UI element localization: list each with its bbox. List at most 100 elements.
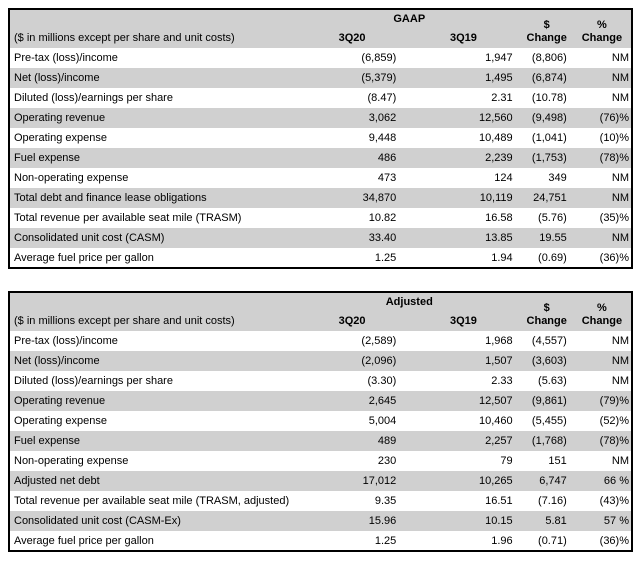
gaap-table-title: GAAP bbox=[297, 9, 521, 26]
row-label: Operating revenue bbox=[9, 391, 298, 411]
dollar-change-label: Change bbox=[526, 315, 567, 327]
row-label: Net (loss)/income bbox=[9, 68, 298, 88]
units-note: ($ in millions except per share and unit… bbox=[9, 26, 298, 48]
value-3q20: 3,062 bbox=[297, 108, 407, 128]
value-3q19: 2,257 bbox=[406, 431, 521, 451]
value-percent-change: (36)% bbox=[572, 248, 632, 268]
value-3q19: 10,119 bbox=[406, 188, 521, 208]
value-3q19: 10.15 bbox=[406, 511, 521, 531]
value-3q19: 12,507 bbox=[406, 391, 521, 411]
value-3q20: 34,870 bbox=[297, 188, 407, 208]
value-dollar-change: 151 bbox=[520, 451, 573, 471]
header-spacer bbox=[9, 292, 298, 309]
value-percent-change: 66 % bbox=[572, 471, 632, 491]
value-dollar-change: (7.16) bbox=[520, 491, 573, 511]
value-percent-change: (78)% bbox=[572, 431, 632, 451]
table-row: Pre-tax (loss)/income (2,589) 1,968 (4,5… bbox=[9, 331, 632, 351]
adjusted-table-title: Adjusted bbox=[297, 292, 521, 309]
value-dollar-change: (4,557) bbox=[520, 331, 573, 351]
percent-change-header: % Change bbox=[572, 9, 632, 48]
value-percent-change: NM bbox=[572, 451, 632, 471]
table-row: Diluted (loss)/earnings per share (3.30)… bbox=[9, 371, 632, 391]
value-3q19: 1,947 bbox=[406, 48, 521, 68]
percent-change-label: Change bbox=[581, 32, 623, 44]
value-dollar-change: (0.71) bbox=[520, 531, 573, 551]
value-dollar-change: (5.76) bbox=[520, 208, 573, 228]
row-label: Diluted (loss)/earnings per share bbox=[9, 88, 298, 108]
table-row: Consolidated unit cost (CASM) 33.40 13.8… bbox=[9, 228, 632, 248]
value-percent-change: 57 % bbox=[572, 511, 632, 531]
value-3q19: 10,489 bbox=[406, 128, 521, 148]
value-3q19: 2.31 bbox=[406, 88, 521, 108]
value-percent-change: NM bbox=[572, 168, 632, 188]
table-row: Total revenue per available seat mile (T… bbox=[9, 208, 632, 228]
value-dollar-change: 24,751 bbox=[520, 188, 573, 208]
value-3q19: 1,495 bbox=[406, 68, 521, 88]
value-3q20: 2,645 bbox=[297, 391, 407, 411]
value-percent-change: NM bbox=[572, 88, 632, 108]
adjusted-table: Adjusted $ Change % Change ($ in million… bbox=[8, 291, 633, 552]
value-dollar-change: (1,041) bbox=[520, 128, 573, 148]
row-label: Total revenue per available seat mile (T… bbox=[9, 491, 298, 511]
value-dollar-change: (9,861) bbox=[520, 391, 573, 411]
value-3q20: (2,096) bbox=[297, 351, 407, 371]
value-3q19: 16.58 bbox=[406, 208, 521, 228]
value-3q19: 16.51 bbox=[406, 491, 521, 511]
dollar-change-header: $ Change bbox=[520, 292, 573, 331]
value-3q19: 124 bbox=[406, 168, 521, 188]
value-3q19: 2,239 bbox=[406, 148, 521, 168]
row-label: Diluted (loss)/earnings per share bbox=[9, 371, 298, 391]
units-note: ($ in millions except per share and unit… bbox=[9, 309, 298, 331]
row-label: Pre-tax (loss)/income bbox=[9, 48, 298, 68]
value-3q20: 486 bbox=[297, 148, 407, 168]
table-row: Total revenue per available seat mile (T… bbox=[9, 491, 632, 511]
value-percent-change: NM bbox=[572, 331, 632, 351]
table-row: Diluted (loss)/earnings per share (8.47)… bbox=[9, 88, 632, 108]
table-row: Net (loss)/income (2,096) 1,507 (3,603) … bbox=[9, 351, 632, 371]
row-label: Non-operating expense bbox=[9, 168, 298, 188]
row-label: Consolidated unit cost (CASM) bbox=[9, 228, 298, 248]
table-row: Non-operating expense 230 79 151 NM bbox=[9, 451, 632, 471]
value-percent-change: (79)% bbox=[572, 391, 632, 411]
value-dollar-change: (10.78) bbox=[520, 88, 573, 108]
row-label: Consolidated unit cost (CASM-Ex) bbox=[9, 511, 298, 531]
percent-change-header: % Change bbox=[572, 292, 632, 331]
row-label: Average fuel price per gallon bbox=[9, 531, 298, 551]
value-dollar-change: 6,747 bbox=[520, 471, 573, 491]
table-row: Average fuel price per gallon 1.25 1.94 … bbox=[9, 248, 632, 268]
value-percent-change: (76)% bbox=[572, 108, 632, 128]
table-row: Operating expense 9,448 10,489 (1,041) (… bbox=[9, 128, 632, 148]
adjusted-table-header: Adjusted $ Change % Change ($ in million… bbox=[9, 292, 632, 331]
value-percent-change: NM bbox=[572, 188, 632, 208]
value-percent-change: (43)% bbox=[572, 491, 632, 511]
value-3q19: 13.85 bbox=[406, 228, 521, 248]
value-dollar-change: (3,603) bbox=[520, 351, 573, 371]
gaap-table: GAAP $ Change % Change ($ in millions ex… bbox=[8, 8, 633, 269]
table-row: Fuel expense 489 2,257 (1,768) (78)% bbox=[9, 431, 632, 451]
table-row: Consolidated unit cost (CASM-Ex) 15.96 1… bbox=[9, 511, 632, 531]
gaap-title-row: GAAP $ Change % Change bbox=[9, 9, 632, 48]
col-header-3q20: 3Q20 bbox=[297, 26, 407, 48]
percent-symbol: % bbox=[597, 19, 607, 31]
table-row: Total debt and finance lease obligations… bbox=[9, 188, 632, 208]
table-row: Average fuel price per gallon 1.25 1.96 … bbox=[9, 531, 632, 551]
percent-symbol: % bbox=[597, 302, 607, 314]
value-dollar-change: 19.55 bbox=[520, 228, 573, 248]
adjusted-table-body: Pre-tax (loss)/income (2,589) 1,968 (4,5… bbox=[9, 331, 632, 551]
dollar-symbol: $ bbox=[543, 19, 550, 31]
value-3q19: 12,560 bbox=[406, 108, 521, 128]
row-label: Total revenue per available seat mile (T… bbox=[9, 208, 298, 228]
value-3q20: 1.25 bbox=[297, 248, 407, 268]
value-3q20: 9,448 bbox=[297, 128, 407, 148]
table-row: Adjusted net debt 17,012 10,265 6,747 66… bbox=[9, 471, 632, 491]
value-3q20: 473 bbox=[297, 168, 407, 188]
value-3q20: (6,859) bbox=[297, 48, 407, 68]
value-3q20: 1.25 bbox=[297, 531, 407, 551]
value-3q20: (2,589) bbox=[297, 331, 407, 351]
row-label: Fuel expense bbox=[9, 431, 298, 451]
value-percent-change: (35)% bbox=[572, 208, 632, 228]
value-percent-change: NM bbox=[572, 48, 632, 68]
value-percent-change: NM bbox=[572, 228, 632, 248]
col-header-3q19: 3Q19 bbox=[406, 26, 521, 48]
adjusted-columns-row: ($ in millions except per share and unit… bbox=[9, 309, 632, 331]
